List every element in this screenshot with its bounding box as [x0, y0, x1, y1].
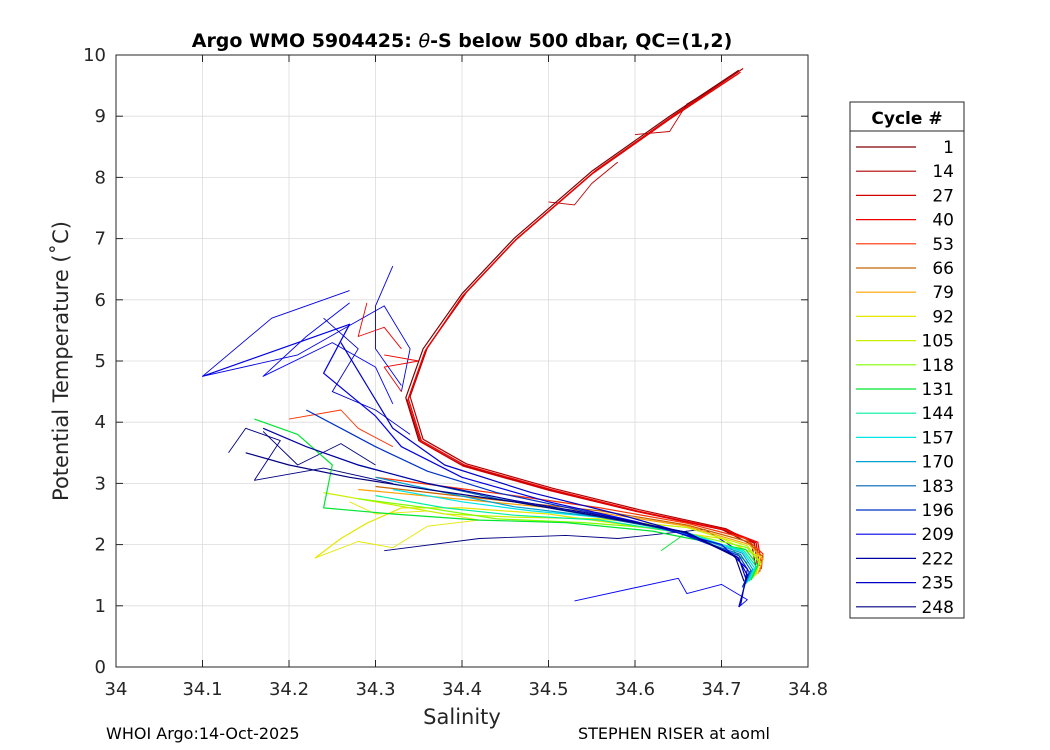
excursion-trace	[228, 427, 393, 484]
legend-label-cycle-222: 222	[922, 549, 954, 569]
x-tick-label: 34.1	[182, 679, 222, 700]
series-line-cycle-66	[375, 485, 764, 573]
x-tick-label: 34.4	[442, 679, 482, 700]
legend-label-cycle-118: 118	[922, 356, 954, 376]
y-tick-label: 8	[95, 167, 106, 188]
legend-label-cycle-1: 1	[943, 138, 954, 158]
title-part-1: Argo WMO 5904425:	[192, 30, 419, 52]
x-axis-label: Salinity	[423, 705, 501, 729]
series-line-cycle-53	[375, 476, 764, 570]
legend-label-cycle-53: 53	[932, 235, 954, 255]
legend-label-cycle-170: 170	[922, 453, 954, 473]
legend-label-cycle-92: 92	[932, 307, 954, 327]
legend-box	[849, 101, 965, 619]
profile-traces	[202, 68, 764, 608]
y-tick-label: 0	[95, 657, 106, 678]
legend-label-cycle-27: 27	[932, 186, 954, 206]
excursion-trace	[375, 265, 402, 386]
excursion-trace	[548, 161, 618, 206]
legend-label-cycle-131: 131	[922, 380, 954, 400]
x-tick-label: 34.5	[528, 679, 568, 700]
y-tick-label: 6	[95, 290, 106, 311]
excursion-trace	[202, 290, 411, 392]
x-tick-label: 34.2	[269, 679, 309, 700]
y-tick-label: 4	[95, 412, 106, 433]
legend-label-cycle-14: 14	[932, 162, 954, 182]
series-line-cycle-196	[306, 409, 750, 588]
legend-label-cycle-105: 105	[922, 332, 954, 352]
title-theta: θ	[418, 30, 430, 52]
series-line-cycle-118	[358, 498, 761, 579]
legend-label-cycle-209: 209	[922, 525, 954, 545]
title-part-2: -S below 500 dbar, QC=(1,2)	[430, 30, 732, 52]
legend: Cycle #1 14 27 40 53 66 79 92 105 118 131 144 157 170…	[849, 101, 965, 619]
series-line-cycle-131	[254, 418, 759, 581]
excursion-trace	[574, 577, 748, 608]
legend-label-cycle-235: 235	[922, 574, 954, 594]
series-line-cycle-40	[407, 71, 762, 564]
legend-label-cycle-79: 79	[932, 283, 954, 303]
axis-ticks: 34 34.1 34.2 34.3 34.4 34.5 34.6 34.7 34.8012345…	[83, 45, 828, 700]
y-tick-label: 2	[95, 535, 106, 556]
y-axis-label: Potential Temperature (˚C)	[49, 221, 73, 501]
x-tick-label: 34.7	[701, 679, 741, 700]
excursion-trace	[262, 302, 394, 404]
chart-title: Argo WMO 5904425: θ-S below 500 dbar, QC…	[192, 30, 733, 52]
excursion-trace	[383, 354, 420, 392]
legend-label-cycle-196: 196	[922, 501, 954, 521]
y-tick-label: 7	[95, 229, 106, 250]
series-line-cycle-248	[245, 452, 745, 582]
series-line-cycle-105	[323, 492, 762, 577]
series-line-cycle-92	[314, 507, 762, 576]
legend-label-cycle-248: 248	[922, 598, 954, 618]
y-tick-label: 3	[95, 473, 106, 494]
legend-label-cycle-40: 40	[932, 211, 954, 231]
y-tick-label: 9	[95, 106, 106, 127]
legend-label-cycle-144: 144	[922, 404, 954, 424]
legend-label-cycle-157: 157	[922, 428, 954, 448]
y-tick-label: 5	[95, 351, 106, 372]
footer-source: WHOI Argo:14-Oct-2025	[106, 724, 300, 743]
y-tick-label: 10	[83, 45, 106, 66]
x-tick-label: 34	[105, 679, 128, 700]
legend-title: Cycle #	[871, 109, 942, 129]
x-tick-label: 34.3	[355, 679, 395, 700]
x-tick-label: 34.6	[615, 679, 655, 700]
footer-pi: STEPHEN RISER at aoml	[578, 724, 770, 743]
legend-label-cycle-183: 183	[922, 477, 954, 497]
excursion-trace	[357, 302, 402, 350]
x-tick-label: 34.8	[788, 679, 828, 700]
series-line-cycle-144	[375, 495, 757, 582]
legend-label-cycle-66: 66	[932, 259, 954, 279]
y-tick-label: 1	[95, 596, 106, 617]
series-line-cycle-222	[262, 427, 749, 608]
